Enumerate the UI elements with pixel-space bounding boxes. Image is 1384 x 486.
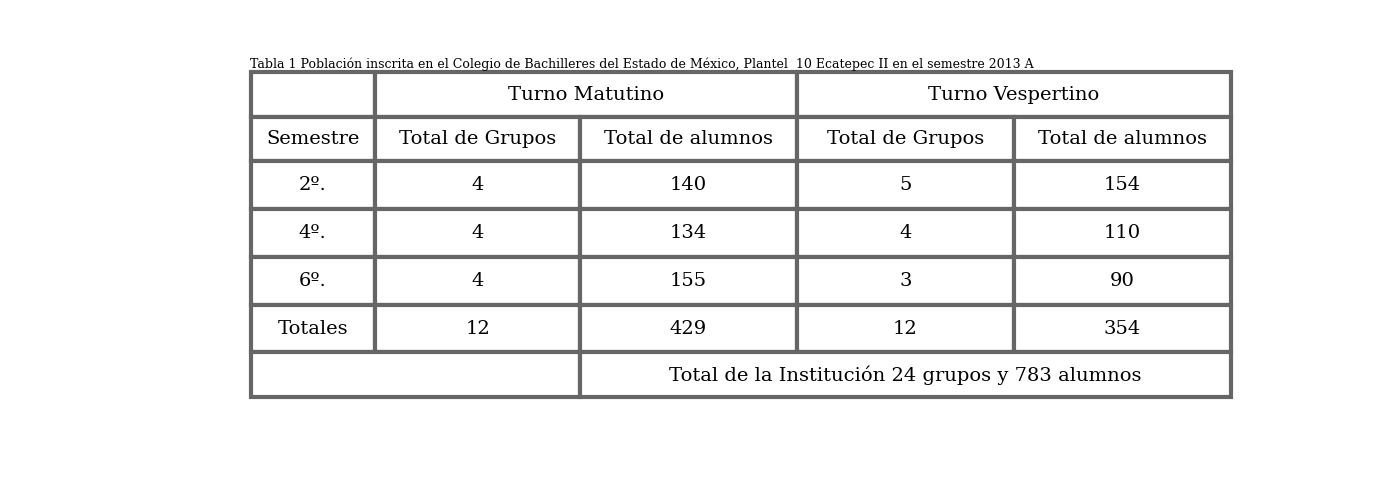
- Text: Turno Vespertino: Turno Vespertino: [929, 86, 1099, 104]
- Bar: [251, 72, 375, 117]
- Bar: [251, 305, 375, 352]
- Bar: [580, 209, 797, 257]
- Bar: [375, 305, 580, 352]
- Text: Tabla 1 Población inscrita en el Colegio de Bachilleres del Estado de México, Pl: Tabla 1 Población inscrita en el Colegio…: [251, 57, 1034, 70]
- Text: 110: 110: [1104, 224, 1140, 242]
- Text: 12: 12: [465, 320, 490, 338]
- Text: 154: 154: [1104, 176, 1140, 194]
- Text: Total de Grupos: Total de Grupos: [399, 130, 556, 148]
- Text: 4: 4: [472, 224, 483, 242]
- Bar: [797, 161, 1014, 209]
- Text: 4º.: 4º.: [299, 224, 327, 242]
- Bar: [797, 305, 1014, 352]
- Bar: [1014, 117, 1230, 161]
- Bar: [797, 257, 1014, 305]
- Text: 6º.: 6º.: [299, 272, 327, 290]
- Text: 5: 5: [900, 176, 912, 194]
- Text: 3: 3: [900, 272, 912, 290]
- Bar: [251, 209, 375, 257]
- Bar: [580, 161, 797, 209]
- Bar: [1014, 305, 1230, 352]
- Bar: [251, 161, 375, 209]
- Bar: [797, 117, 1014, 161]
- Text: 429: 429: [670, 320, 707, 338]
- Text: Totales: Totales: [277, 320, 349, 338]
- Bar: [375, 209, 580, 257]
- Bar: [375, 117, 580, 161]
- Bar: [251, 352, 580, 397]
- Text: 2º.: 2º.: [299, 176, 327, 194]
- Bar: [580, 257, 797, 305]
- Text: 4: 4: [900, 224, 912, 242]
- Text: 134: 134: [670, 224, 707, 242]
- Bar: [251, 257, 375, 305]
- Bar: [1014, 161, 1230, 209]
- Text: 90: 90: [1110, 272, 1135, 290]
- Text: Total de Grupos: Total de Grupos: [826, 130, 984, 148]
- Bar: [797, 72, 1230, 117]
- Bar: [375, 72, 797, 117]
- Text: Total de alumnos: Total de alumnos: [1038, 130, 1207, 148]
- Bar: [251, 117, 375, 161]
- Bar: [580, 117, 797, 161]
- Text: 12: 12: [893, 320, 918, 338]
- Text: Turno Matutino: Turno Matutino: [508, 86, 664, 104]
- Bar: [375, 257, 580, 305]
- Bar: [580, 352, 1230, 397]
- Text: 155: 155: [670, 272, 707, 290]
- Bar: [1014, 209, 1230, 257]
- Text: Total de la Institución 24 grupos y 783 alumnos: Total de la Institución 24 grupos y 783 …: [670, 365, 1142, 384]
- Text: 354: 354: [1104, 320, 1140, 338]
- Text: Semestre: Semestre: [266, 130, 360, 148]
- Text: 140: 140: [670, 176, 707, 194]
- Bar: [580, 305, 797, 352]
- Text: Total de alumnos: Total de alumnos: [603, 130, 772, 148]
- Bar: [797, 209, 1014, 257]
- Bar: [1014, 257, 1230, 305]
- Text: 4: 4: [472, 272, 483, 290]
- Bar: [375, 161, 580, 209]
- Text: 4: 4: [472, 176, 483, 194]
